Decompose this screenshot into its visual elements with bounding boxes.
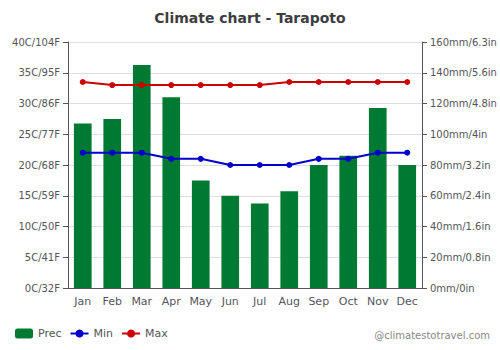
svg-text:Dec: Dec — [397, 295, 418, 308]
svg-text:Min: Min — [94, 327, 114, 340]
svg-text:Jan: Jan — [73, 295, 91, 308]
svg-text:Sep: Sep — [308, 295, 329, 308]
svg-text:Feb: Feb — [103, 295, 122, 308]
svg-text:120mm/4.8in: 120mm/4.8in — [430, 98, 497, 109]
svg-text:Jun: Jun — [221, 295, 239, 308]
svg-text:160mm/6.3in: 160mm/6.3in — [430, 37, 497, 48]
svg-text:@climatestotravel.com: @climatestotravel.com — [374, 330, 490, 341]
svg-text:140mm/5.6in: 140mm/5.6in — [430, 67, 497, 78]
svg-text:10C/50F: 10C/50F — [18, 221, 60, 232]
svg-text:20mm/0.8in: 20mm/0.8in — [430, 252, 491, 263]
svg-text:0mm/0in: 0mm/0in — [430, 283, 475, 294]
svg-text:40C/104F: 40C/104F — [12, 37, 60, 48]
svg-text:60mm/2.4in: 60mm/2.4in — [430, 190, 491, 201]
svg-text:Jul: Jul — [252, 295, 266, 308]
svg-text:80mm/3.2in: 80mm/3.2in — [430, 160, 491, 171]
svg-text:15C/59F: 15C/59F — [18, 190, 60, 201]
svg-text:Oct: Oct — [339, 295, 359, 308]
svg-text:30C/86F: 30C/86F — [18, 98, 60, 109]
svg-text:Nov: Nov — [367, 295, 389, 308]
svg-text:Prec: Prec — [38, 327, 62, 340]
svg-text:25C/77F: 25C/77F — [18, 129, 60, 140]
svg-text:100mm/4in: 100mm/4in — [430, 129, 487, 140]
svg-text:40mm/1.6in: 40mm/1.6in — [430, 221, 491, 232]
svg-text:0C/32F: 0C/32F — [25, 283, 60, 294]
svg-text:35C/95F: 35C/95F — [18, 67, 60, 78]
svg-text:Climate chart - Tarapoto: Climate chart - Tarapoto — [154, 10, 346, 26]
svg-text:Mar: Mar — [131, 295, 152, 308]
svg-text:20C/68F: 20C/68F — [18, 160, 60, 171]
svg-text:May: May — [189, 295, 212, 308]
svg-text:Aug: Aug — [279, 295, 300, 308]
svg-text:5C/41F: 5C/41F — [25, 252, 60, 263]
svg-text:Max: Max — [145, 327, 168, 340]
svg-text:Apr: Apr — [162, 295, 182, 308]
